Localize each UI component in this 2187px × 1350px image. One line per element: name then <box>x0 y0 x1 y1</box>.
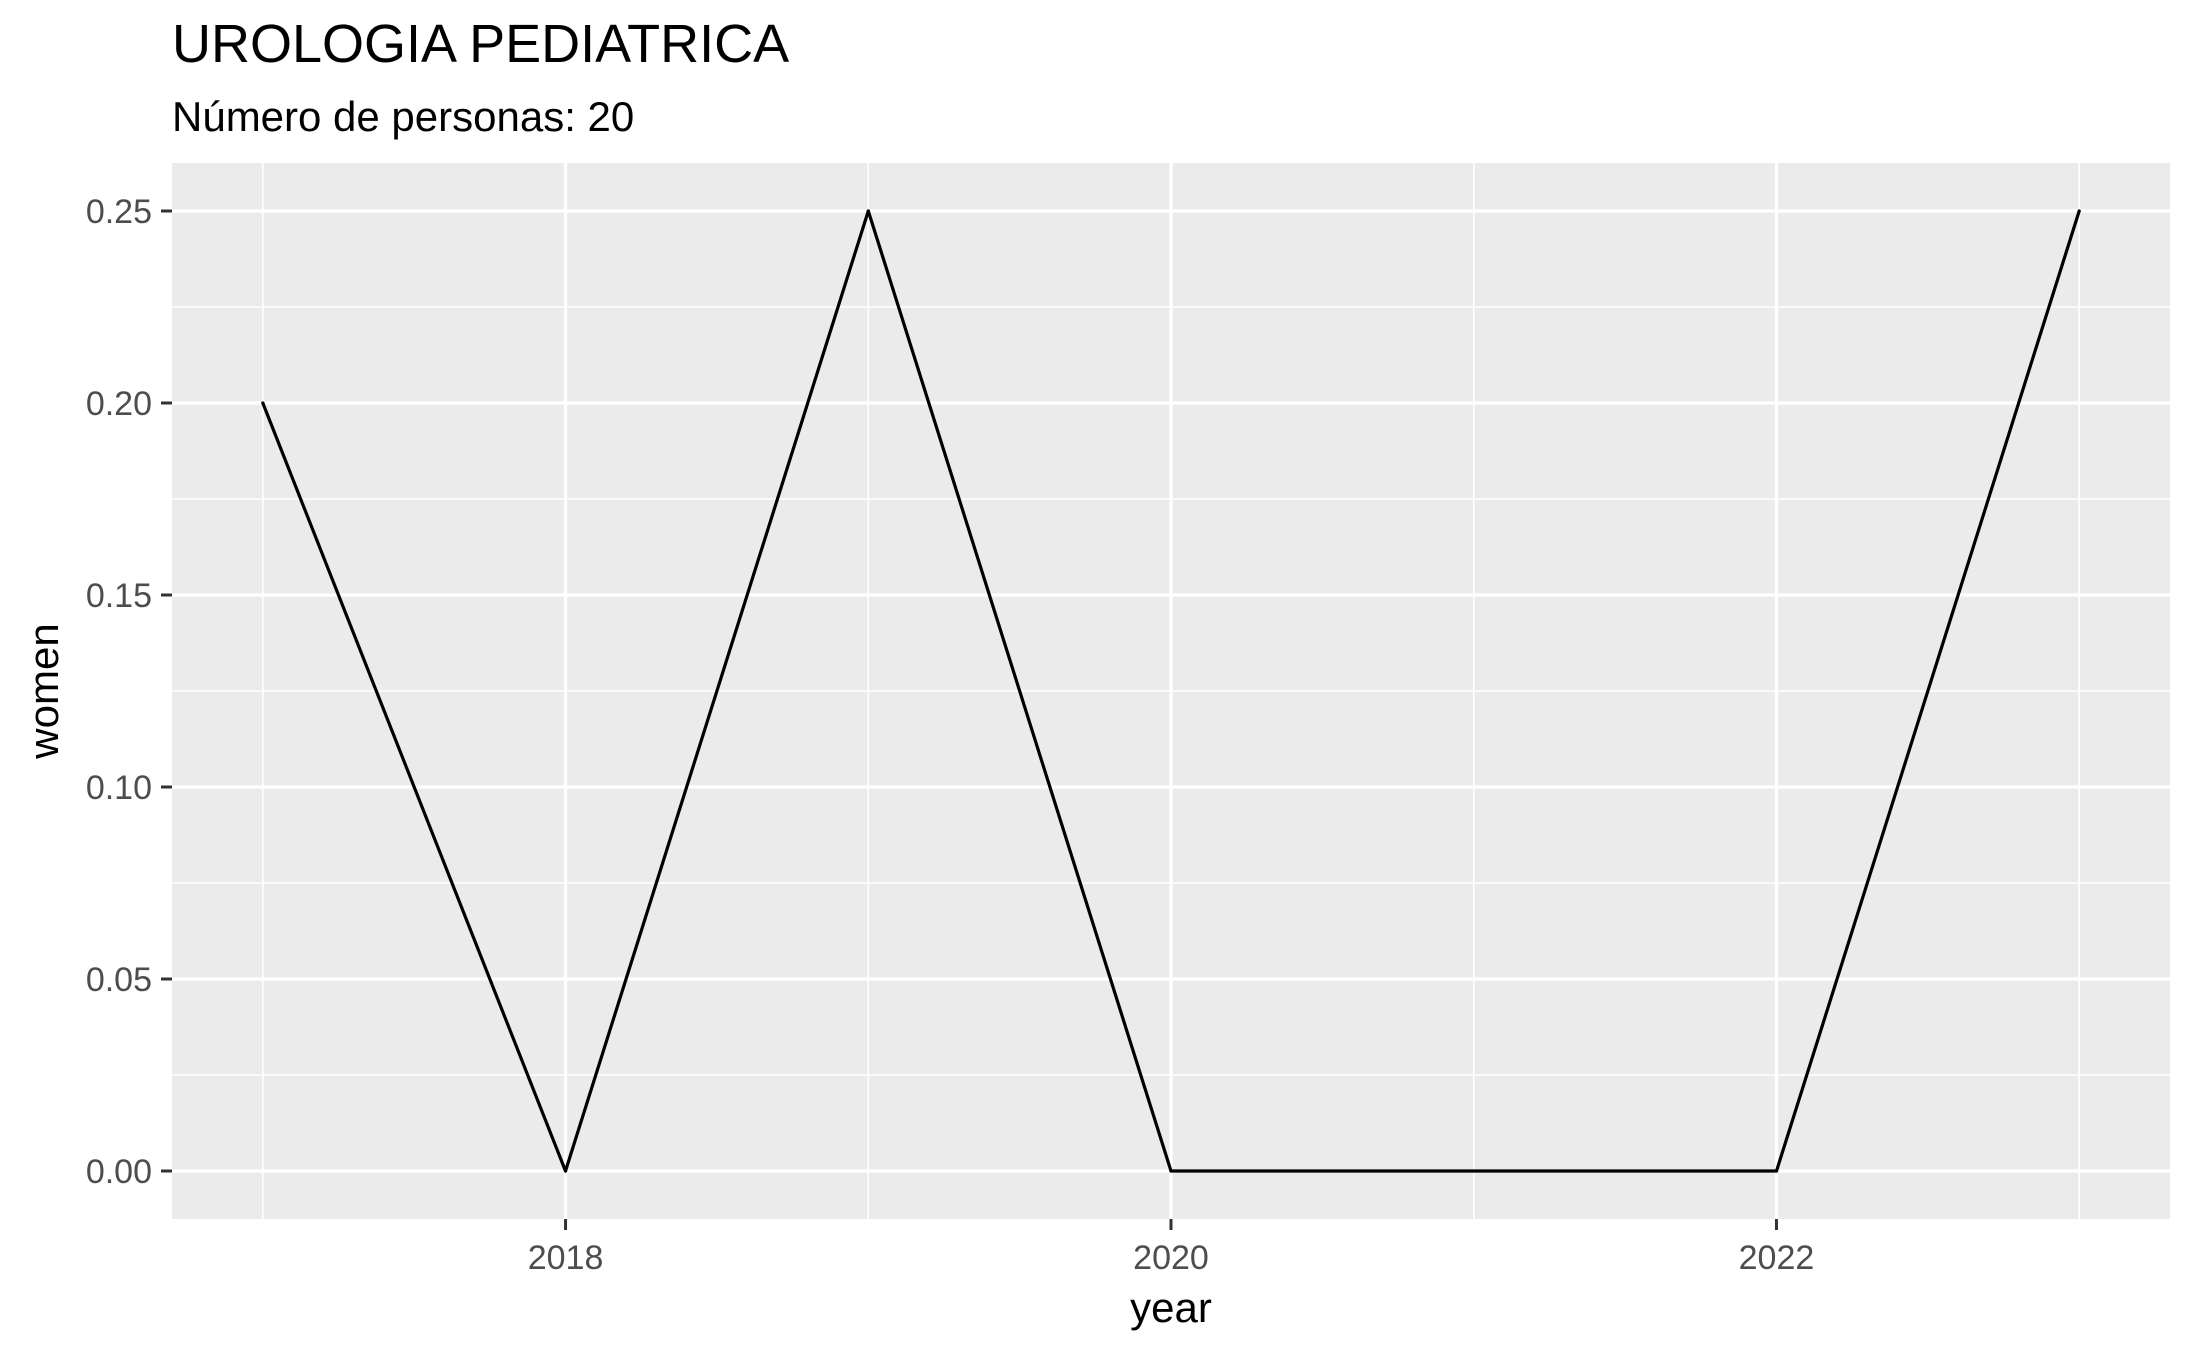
data-point <box>2077 209 2081 213</box>
x-axis: 2018 2020 2022 <box>528 1219 1815 1277</box>
chart-title: UROLOGIA PEDIATRICA <box>172 14 789 74</box>
data-point <box>261 401 265 405</box>
y-tick-label: 0.05 <box>86 961 152 999</box>
x-tick-label: 2020 <box>1133 1239 1209 1277</box>
y-tick-label: 0.25 <box>86 193 152 231</box>
y-axis: 0.00 0.05 0.10 0.15 0.20 0.25 <box>86 193 172 1191</box>
data-point <box>1169 1169 1173 1173</box>
data-point <box>866 209 870 213</box>
series-layer <box>261 209 2081 1173</box>
y-tick-label: 0.20 <box>86 385 152 423</box>
y-axis-title: women <box>20 623 67 759</box>
y-tick-label: 0.10 <box>86 769 152 807</box>
x-axis-title: year <box>1130 1284 1212 1331</box>
x-tick-label: 2022 <box>1739 1239 1815 1277</box>
data-point <box>563 1169 568 1173</box>
y-tick-label: 0.15 <box>86 577 152 615</box>
data-point <box>1774 1169 1779 1173</box>
y-tick-label: 0.00 <box>86 1153 152 1191</box>
x-tick-label: 2018 <box>528 1239 604 1277</box>
chart-subtitle: Número de personas: 20 <box>172 93 634 140</box>
data-point <box>1472 1169 1476 1173</box>
